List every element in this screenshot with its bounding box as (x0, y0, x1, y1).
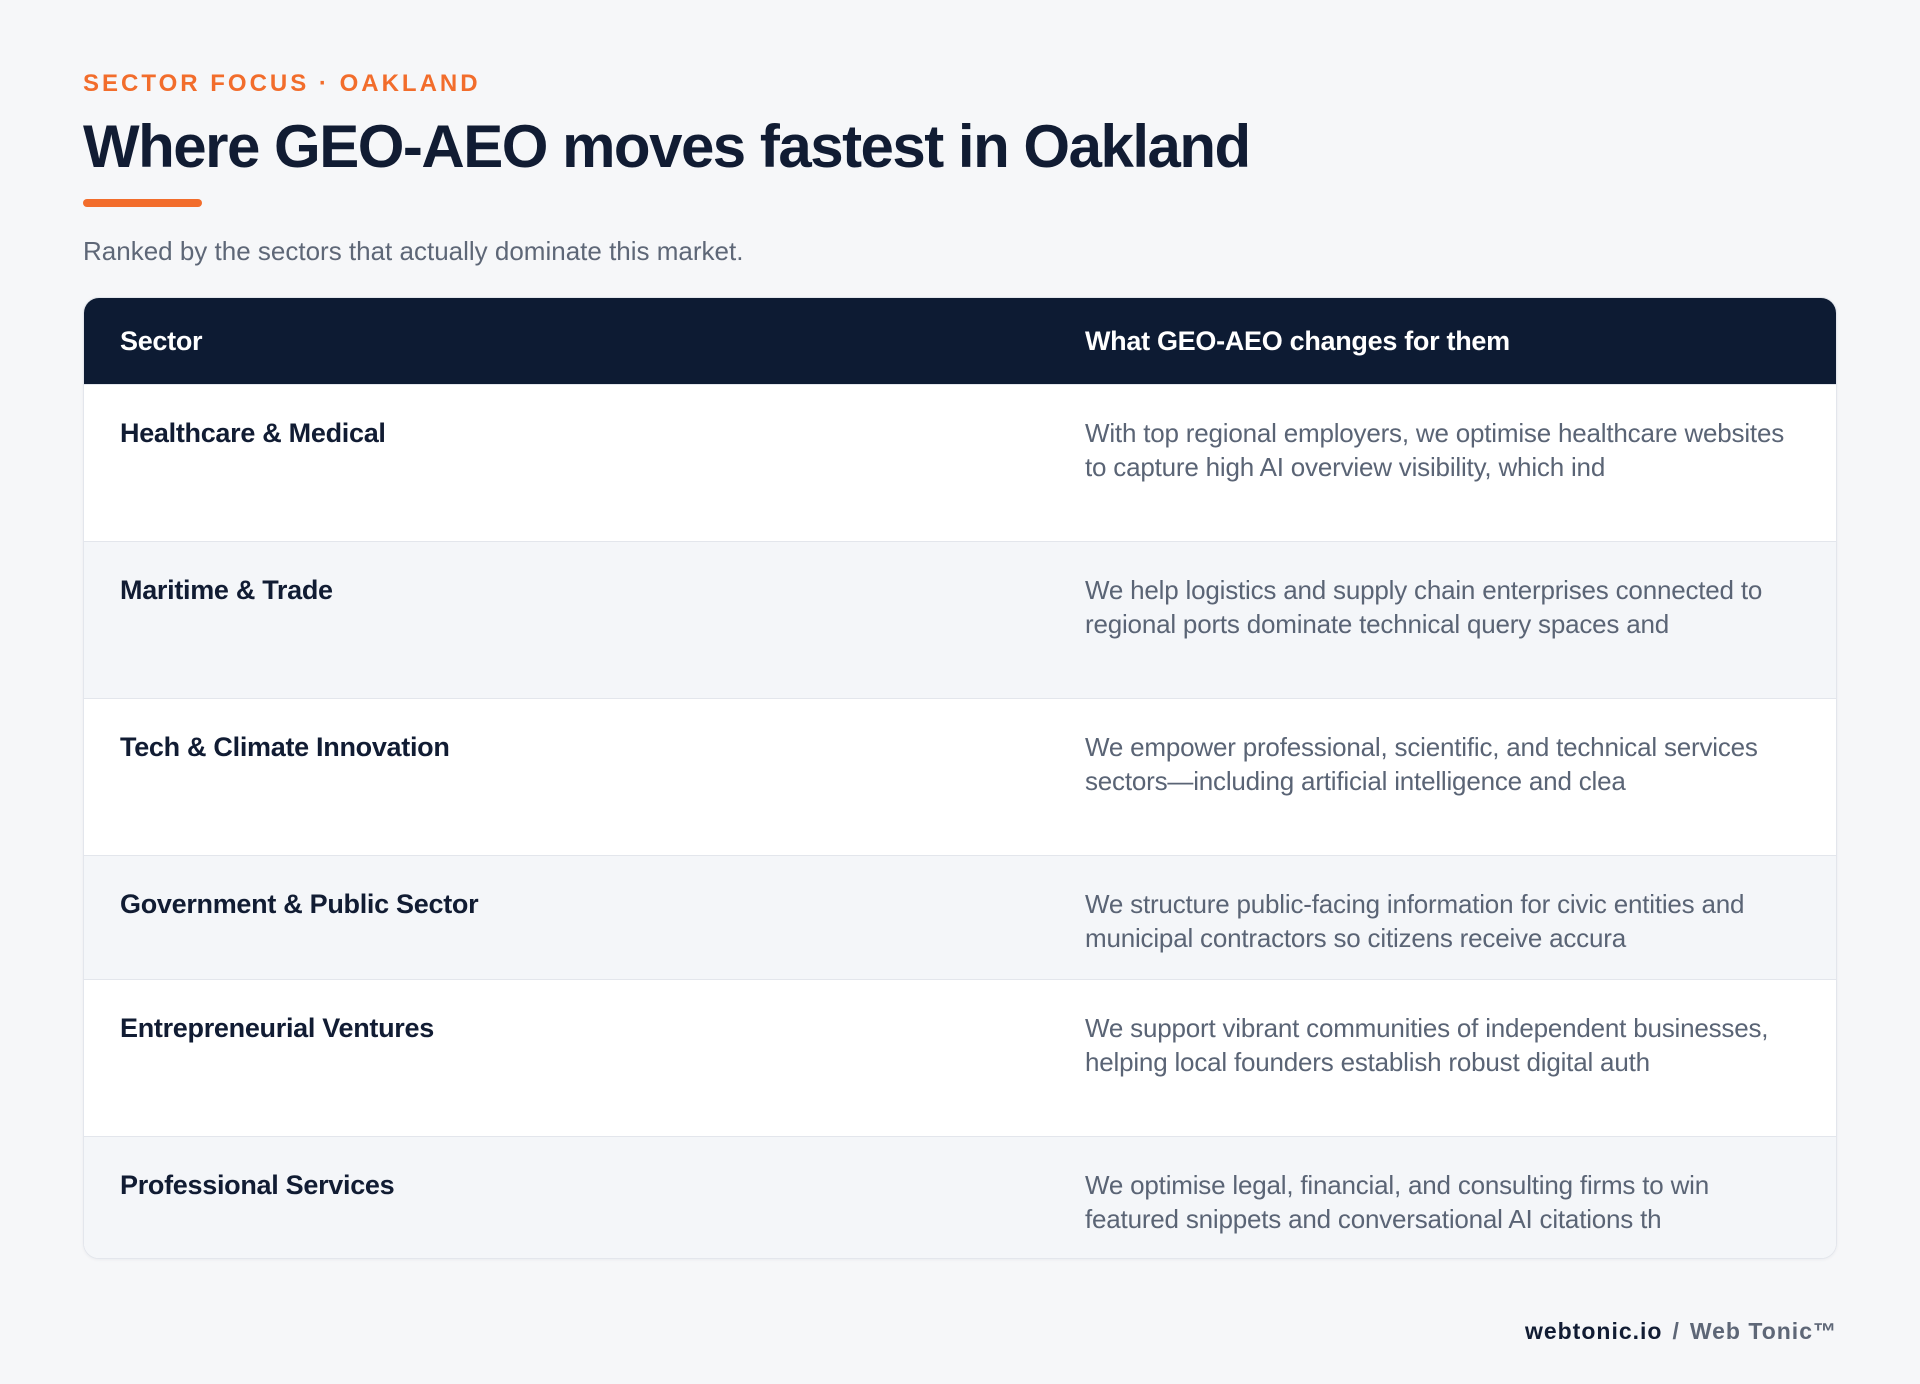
page-subtitle: Ranked by the sectors that actually domi… (83, 236, 744, 266)
sector-description: With top regional employers, we optimise… (1085, 418, 1785, 482)
eyebrow-label: SECTOR FOCUS · OAKLAND (83, 70, 481, 97)
sector-description: We support vibrant communities of indepe… (1085, 1013, 1769, 1077)
footer-domain: webtonic.io (1524, 1318, 1663, 1344)
sector-description: We empower professional, scientific, and… (1085, 732, 1758, 796)
footer-separator: / (1672, 1318, 1680, 1344)
sector-name: Maritime & Trade (120, 575, 333, 605)
table-row: Tech & Climate Innovation We empower pro… (84, 698, 1836, 855)
sector-description: We optimise legal, financial, and consul… (1085, 1170, 1709, 1234)
sector-description: We structure public-facing information f… (1085, 889, 1745, 953)
sector-name: Entrepreneurial Ventures (120, 1013, 434, 1043)
table-row: Government & Public Sector We structure … (84, 855, 1836, 979)
sector-name: Tech & Climate Innovation (120, 732, 450, 762)
table-row: Professional Services We optimise legal,… (84, 1136, 1836, 1258)
column-header-sector: Sector (120, 325, 203, 356)
column-header-changes: What GEO-AEO changes for them (1085, 325, 1510, 356)
footer-brand: Web Tonic™ (1689, 1318, 1837, 1344)
sector-table: Sector What GEO-AEO changes for them Hea… (83, 297, 1837, 1259)
footer-credit: webtonic.io / Web Tonic™ (1525, 1318, 1837, 1345)
sector-name: Government & Public Sector (120, 889, 479, 919)
sector-name: Healthcare & Medical (120, 418, 386, 448)
sector-name: Professional Services (120, 1170, 395, 1200)
table-row: Entrepreneurial Ventures We support vibr… (84, 979, 1836, 1136)
title-accent-bar (83, 199, 202, 207)
table-row: Healthcare & Medical With top regional e… (84, 384, 1836, 541)
sector-description: We help logistics and supply chain enter… (1085, 575, 1763, 639)
page-title: Where GEO-AEO moves fastest in Oakland (83, 113, 1251, 180)
table-header: Sector What GEO-AEO changes for them (84, 298, 1836, 384)
table-row: Maritime & Trade We help logistics and s… (84, 541, 1836, 698)
